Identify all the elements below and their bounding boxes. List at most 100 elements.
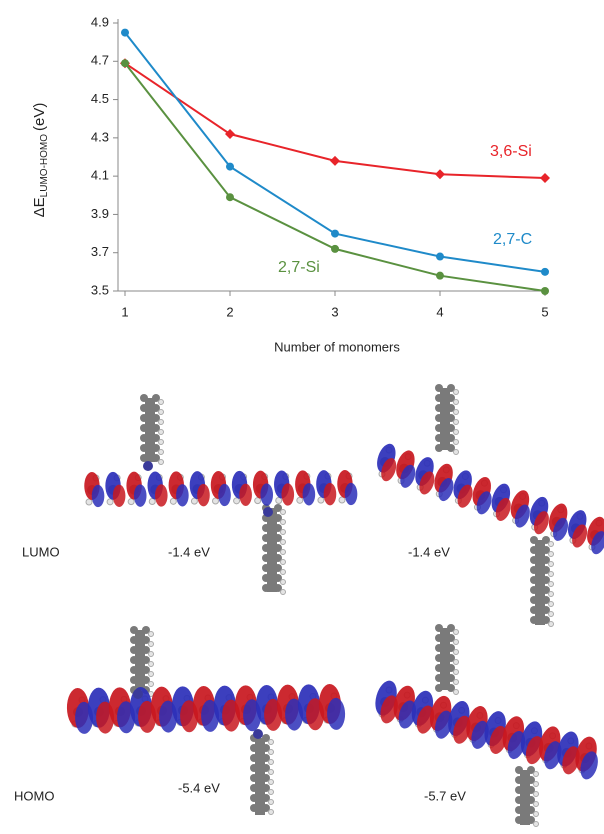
atom bbox=[435, 664, 443, 672]
atom bbox=[454, 420, 459, 425]
atom bbox=[454, 400, 459, 405]
atom bbox=[269, 780, 274, 785]
orbital-lobe bbox=[324, 483, 337, 505]
atom bbox=[549, 582, 554, 587]
y-axis-title-symbol: ΔE bbox=[31, 197, 48, 217]
y-tick-label: 4.1 bbox=[91, 168, 109, 183]
atom bbox=[515, 806, 523, 814]
atom bbox=[130, 636, 138, 644]
atom bbox=[435, 684, 443, 692]
atom bbox=[435, 634, 443, 642]
y-tick-label: 3.7 bbox=[91, 244, 109, 259]
atom bbox=[170, 498, 176, 504]
atom bbox=[269, 750, 274, 755]
atom bbox=[549, 542, 554, 547]
orbital-lobe bbox=[345, 483, 358, 505]
atom bbox=[530, 596, 538, 604]
atom bbox=[454, 640, 459, 645]
atom bbox=[140, 444, 148, 452]
atom bbox=[281, 550, 286, 555]
atom bbox=[281, 560, 286, 565]
atom bbox=[454, 410, 459, 415]
atom bbox=[149, 662, 154, 667]
y-tick-label: 4.9 bbox=[91, 14, 109, 29]
atom bbox=[269, 810, 274, 815]
point bbox=[436, 253, 444, 261]
atom bbox=[281, 520, 286, 525]
atom bbox=[534, 792, 539, 797]
atom bbox=[435, 444, 443, 452]
orbital-energy: -5.4 eV bbox=[178, 780, 220, 795]
atom bbox=[255, 498, 261, 504]
point bbox=[331, 245, 339, 253]
orbital-lobe bbox=[155, 484, 168, 506]
atom bbox=[454, 660, 459, 665]
atom bbox=[281, 540, 286, 545]
point bbox=[226, 193, 234, 201]
y-axis-title: ΔELUMO-HOMO(eV) bbox=[31, 103, 50, 218]
atom bbox=[159, 420, 164, 425]
atom bbox=[159, 430, 164, 435]
atom bbox=[143, 461, 153, 471]
atom bbox=[435, 654, 443, 662]
atom bbox=[454, 630, 459, 635]
atom bbox=[149, 652, 154, 657]
atom bbox=[250, 794, 258, 802]
point bbox=[330, 156, 340, 166]
atom bbox=[250, 784, 258, 792]
y-tick-label: 4.3 bbox=[91, 129, 109, 144]
atom bbox=[515, 776, 523, 784]
atom bbox=[454, 440, 459, 445]
orbital-lobe bbox=[239, 484, 252, 506]
atom bbox=[515, 816, 523, 824]
atom bbox=[140, 454, 148, 462]
atom bbox=[149, 682, 154, 687]
atom bbox=[130, 666, 138, 674]
atom bbox=[530, 566, 538, 574]
point bbox=[436, 272, 444, 280]
point bbox=[331, 230, 339, 238]
atom bbox=[318, 497, 324, 503]
atom bbox=[530, 546, 538, 554]
atom bbox=[435, 414, 443, 422]
atom bbox=[549, 622, 554, 627]
atom bbox=[454, 670, 459, 675]
atom bbox=[191, 498, 197, 504]
atom bbox=[530, 556, 538, 564]
y-tick-label: 4.5 bbox=[91, 91, 109, 106]
atom bbox=[253, 729, 263, 739]
atom bbox=[250, 744, 258, 752]
atom bbox=[454, 680, 459, 685]
atom bbox=[213, 498, 219, 504]
point bbox=[541, 268, 549, 276]
point bbox=[121, 29, 129, 37]
atom bbox=[515, 786, 523, 794]
orbital-lobe bbox=[92, 485, 105, 507]
y-axis-title-unit: (eV) bbox=[31, 103, 48, 131]
orbital-label: LUMO bbox=[22, 544, 60, 559]
atom bbox=[454, 430, 459, 435]
atom bbox=[454, 650, 459, 655]
atom bbox=[435, 404, 443, 412]
atom bbox=[515, 766, 523, 774]
x-tick-label: 2 bbox=[226, 304, 233, 319]
atom bbox=[281, 580, 286, 585]
orbital-energy: -5.7 eV bbox=[424, 788, 466, 803]
atom bbox=[149, 642, 154, 647]
atom bbox=[262, 534, 270, 542]
atom bbox=[269, 770, 274, 775]
x-axis-title: Number of monomers bbox=[274, 339, 400, 354]
y-tick-label: 4.7 bbox=[91, 53, 109, 68]
atom bbox=[339, 497, 345, 503]
atom bbox=[159, 460, 164, 465]
atom bbox=[269, 760, 274, 765]
orbital-energy: -1.4 eV bbox=[168, 544, 210, 559]
atom bbox=[297, 497, 303, 503]
atom bbox=[435, 394, 443, 402]
atom bbox=[281, 530, 286, 535]
y-tick-label: 3.9 bbox=[91, 206, 109, 221]
atom bbox=[435, 424, 443, 432]
atom bbox=[549, 552, 554, 557]
point bbox=[541, 287, 549, 295]
orbital-label: HOMO bbox=[14, 788, 54, 803]
